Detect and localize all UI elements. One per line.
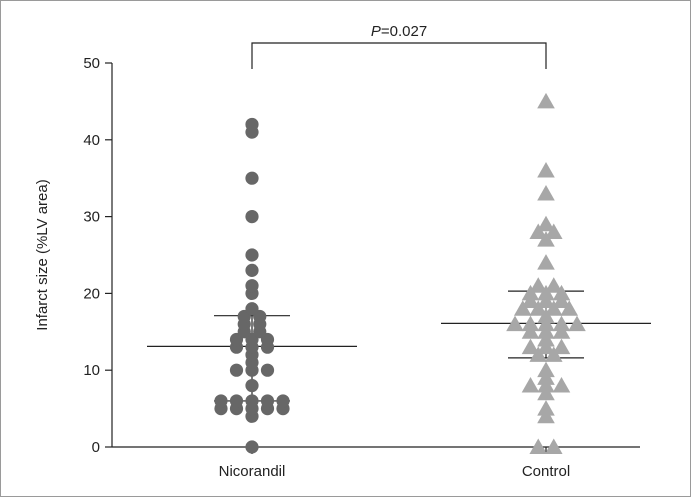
nicorandil-point-7 (214, 394, 228, 408)
y-tick-label-10: 10 (83, 362, 100, 379)
y-tick-label-50: 50 (83, 55, 100, 72)
control-point-3 (537, 400, 555, 416)
p-value-label: P=0.027 (371, 23, 427, 40)
control-point-35 (529, 277, 548, 293)
control-point-36 (544, 277, 563, 293)
p-symbol: P (371, 23, 381, 40)
control-point-0 (529, 438, 548, 454)
control-point-1 (544, 438, 563, 454)
control-point-9 (537, 361, 555, 378)
y-tick-label-0: 0 (92, 439, 100, 456)
nicorandil-point-11 (276, 394, 290, 408)
annotation-layer: P=0.027 (251, 23, 547, 69)
nicorandil-point-12 (245, 378, 259, 393)
nicorandil-point-34 (245, 248, 259, 262)
control-point-37 (537, 254, 555, 270)
control-point-12 (521, 338, 540, 355)
x-tick-label-control: Control (522, 463, 570, 480)
points-layer (214, 92, 586, 454)
nicorandil-point-36 (245, 171, 259, 185)
control-point-20 (521, 315, 540, 332)
control-point-23 (568, 315, 586, 332)
control-point-43 (537, 161, 555, 178)
y-tick-label-40: 40 (83, 132, 100, 149)
y-tick-label-30: 30 (83, 209, 100, 226)
p-value-text: =0.027 (381, 23, 427, 40)
control-point-14 (552, 338, 571, 355)
control-point-22 (552, 315, 571, 332)
control-point-41 (537, 215, 555, 232)
nicorandil-point-30 (245, 302, 259, 316)
nicorandil-point-38 (245, 117, 259, 132)
control-point-42 (537, 185, 555, 201)
control-point-44 (537, 92, 555, 109)
nicorandil-point-0 (245, 440, 259, 454)
control-point-7 (552, 377, 571, 393)
y-tick-label-20: 20 (83, 285, 100, 302)
y-axis-title: Infarct size (%LV area) (34, 179, 51, 330)
axis-layer (105, 62, 640, 454)
nicorandil-point-33 (245, 263, 259, 277)
control-point-5 (521, 377, 540, 393)
nicorandil-point-15 (260, 363, 275, 377)
significance-bracket (251, 42, 547, 69)
x-tick-label-nicorandil: Nicorandil (219, 463, 286, 480)
nicorandil-point-35 (245, 210, 259, 224)
summary-layer (147, 290, 651, 402)
nicorandil-point-9 (245, 394, 259, 408)
nicorandil-point-8 (229, 394, 244, 408)
nicorandil-point-13 (229, 363, 244, 377)
nicorandil-point-10 (260, 394, 275, 408)
label-layer: 0 10 20 30 40 50 Nicorandil Control Infarct size… (34, 55, 570, 480)
control-point-19 (506, 315, 524, 332)
nicorandil-point-32 (245, 279, 259, 293)
